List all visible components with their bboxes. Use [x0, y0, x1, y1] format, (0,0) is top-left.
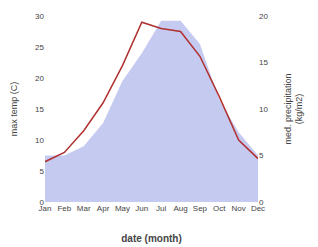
svg-text:Jan: Jan: [39, 204, 52, 213]
svg-text:0: 0: [40, 198, 45, 207]
svg-text:Apr: Apr: [97, 204, 110, 213]
svg-text:10: 10: [35, 136, 44, 145]
svg-text:Aug: Aug: [173, 204, 187, 213]
svg-text:10: 10: [259, 105, 268, 114]
svg-text:Dec: Dec: [251, 204, 265, 213]
svg-text:20: 20: [259, 12, 268, 21]
svg-text:med. precipitation(kg/m2): med. precipitation(kg/m2): [283, 73, 305, 144]
svg-text:30: 30: [35, 12, 44, 21]
svg-text:15: 15: [35, 105, 44, 114]
svg-text:Sep: Sep: [193, 204, 208, 213]
svg-text:5: 5: [40, 167, 45, 176]
svg-text:May: May: [115, 204, 130, 213]
svg-text:15: 15: [259, 58, 268, 67]
svg-text:date (month): date (month): [121, 233, 182, 244]
svg-text:25: 25: [35, 43, 44, 52]
svg-text:max temp (C): max temp (C): [9, 82, 19, 137]
svg-text:Jul: Jul: [156, 204, 166, 213]
svg-text:Oct: Oct: [213, 204, 226, 213]
svg-text:5: 5: [259, 151, 264, 160]
svg-text:Jun: Jun: [135, 204, 148, 213]
svg-text:Nov: Nov: [232, 204, 246, 213]
svg-text:0: 0: [259, 198, 264, 207]
svg-text:20: 20: [35, 74, 44, 83]
svg-text:Feb: Feb: [57, 204, 71, 213]
svg-text:Mar: Mar: [77, 204, 91, 213]
